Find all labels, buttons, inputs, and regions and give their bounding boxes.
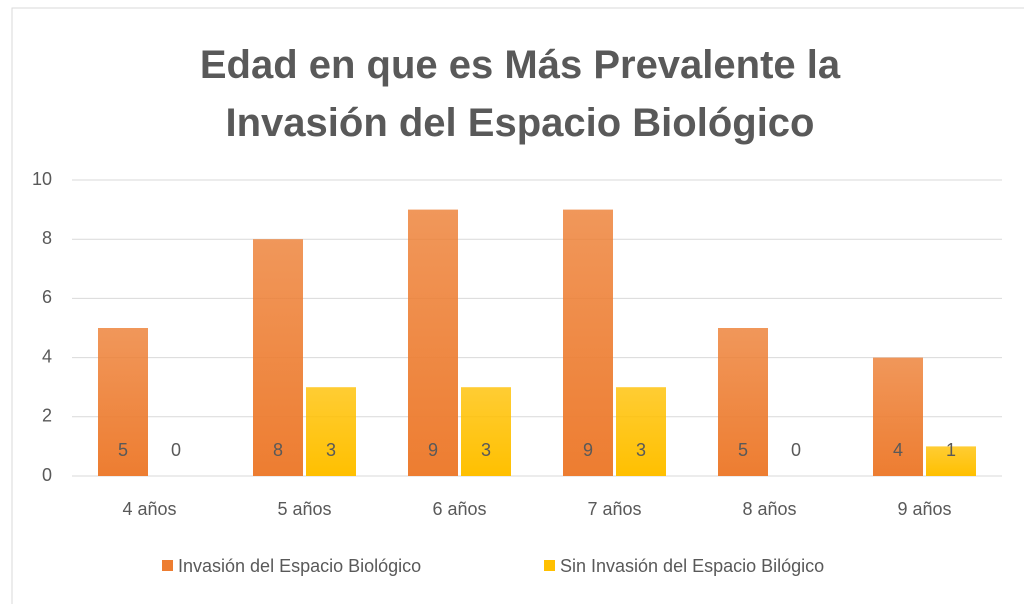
legend-swatch	[162, 560, 173, 571]
bar	[408, 209, 458, 476]
x-tick-label: 5 años	[277, 499, 331, 519]
y-tick-label: 6	[42, 287, 52, 307]
data-label: 0	[791, 440, 801, 460]
legend-label: Sin Invasión del Espacio Bilógico	[560, 556, 824, 576]
data-label: 3	[326, 440, 336, 460]
bar	[926, 446, 976, 476]
data-label: 5	[738, 440, 748, 460]
legend-label: Invasión del Espacio Biológico	[178, 556, 421, 576]
data-label: 4	[893, 440, 903, 460]
data-label: 3	[636, 440, 646, 460]
chart-frame	[11, 7, 1024, 604]
y-tick-label: 2	[42, 406, 52, 426]
bar	[461, 387, 511, 476]
bar	[563, 209, 613, 476]
bar	[616, 387, 666, 476]
x-tick-label: 9 años	[897, 499, 951, 519]
data-label: 3	[481, 440, 491, 460]
bar	[873, 357, 923, 476]
data-label: 0	[171, 440, 181, 460]
bar	[98, 328, 148, 476]
x-tick-label: 7 años	[587, 499, 641, 519]
data-label: 9	[428, 440, 438, 460]
data-label: 9	[583, 440, 593, 460]
data-label: 5	[118, 440, 128, 460]
bar	[718, 328, 768, 476]
data-label: 8	[273, 440, 283, 460]
y-tick-label: 8	[42, 228, 52, 248]
x-tick-label: 4 años	[122, 499, 176, 519]
legend-swatch	[544, 560, 555, 571]
x-tick-label: 8 años	[742, 499, 796, 519]
y-tick-label: 4	[42, 346, 52, 366]
bar	[306, 387, 356, 476]
data-label: 1	[946, 440, 956, 460]
y-tick-label: 10	[32, 169, 52, 189]
x-tick-label: 6 años	[432, 499, 486, 519]
bar	[253, 239, 303, 476]
chart-title: Edad en que es Más Prevalente la Invasió…	[199, 43, 841, 145]
y-tick-label: 0	[42, 465, 52, 485]
